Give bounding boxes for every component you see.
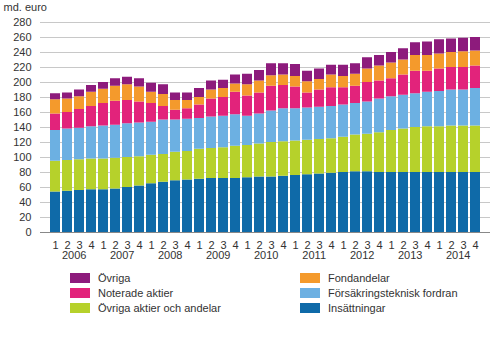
svg-text:3: 3 (316, 239, 323, 252)
svg-text:2: 2 (208, 239, 215, 252)
svg-text:2014: 2014 (446, 249, 470, 261)
svg-text:260: 260 (13, 31, 31, 43)
html-text:Försäkringsteknisk fordran: Försäkringsteknisk fordran (328, 287, 458, 299)
svg-text:2013: 2013 (398, 249, 422, 261)
html-text:Övriga: Övriga (98, 272, 131, 284)
svg-text:140: 140 (13, 121, 31, 133)
svg-text:1: 1 (340, 239, 346, 251)
svg-text:60: 60 (19, 181, 31, 193)
svg-text:2: 2 (256, 239, 263, 252)
svg-text:4: 4 (232, 239, 238, 251)
svg-text:3: 3 (412, 239, 419, 252)
svg-text:2010: 2010 (254, 249, 278, 261)
svg-text:40: 40 (19, 196, 31, 208)
svg-text:3: 3 (172, 239, 179, 252)
svg-text:4: 4 (472, 239, 478, 251)
svg-text:1: 1 (388, 239, 394, 251)
svg-text:1: 1 (244, 239, 250, 251)
svg-text:120: 120 (13, 136, 31, 148)
svg-text:1: 1 (436, 239, 442, 251)
svg-text:4: 4 (424, 239, 430, 251)
svg-text:3: 3 (76, 239, 83, 252)
svg-text:4: 4 (376, 239, 382, 251)
svg-text:280: 280 (13, 16, 31, 28)
svg-text:20: 20 (19, 211, 31, 223)
svg-text:1: 1 (100, 239, 106, 251)
svg-text:2: 2 (64, 239, 71, 252)
svg-text:2008: 2008 (158, 249, 182, 261)
svg-text:4: 4 (136, 239, 142, 251)
svg-text:0: 0 (25, 226, 31, 238)
svg-text:3: 3 (268, 239, 275, 252)
svg-text:220: 220 (13, 61, 31, 73)
svg-text:3: 3 (460, 239, 467, 252)
html-text:Övriga aktier och andelar: Övriga aktier och andelar (98, 302, 221, 314)
svg-text:1: 1 (196, 239, 202, 251)
svg-text:1: 1 (52, 239, 58, 251)
svg-text:1: 1 (292, 239, 298, 251)
svg-text:180: 180 (13, 91, 31, 103)
svg-text:4: 4 (184, 239, 190, 251)
svg-text:160: 160 (13, 106, 31, 118)
svg-text:4: 4 (328, 239, 334, 251)
svg-text:2012: 2012 (350, 249, 374, 261)
svg-text:100: 100 (13, 151, 31, 163)
svg-text:3: 3 (220, 239, 227, 252)
svg-text:2: 2 (112, 239, 119, 252)
svg-text:3: 3 (124, 239, 131, 252)
svg-text:2: 2 (400, 239, 407, 252)
svg-text:2: 2 (304, 239, 311, 252)
svg-text:4: 4 (280, 239, 286, 251)
svg-text:1: 1 (148, 239, 154, 251)
svg-text:2: 2 (160, 239, 167, 252)
html-text:Noterade aktier: Noterade aktier (98, 287, 174, 299)
svg-text:2007: 2007 (110, 249, 134, 261)
svg-text:3: 3 (364, 239, 371, 252)
svg-text:240: 240 (13, 46, 31, 58)
svg-text:2006: 2006 (62, 249, 86, 261)
svg-text:2: 2 (352, 239, 359, 252)
svg-text:md. euro: md. euro (4, 1, 47, 13)
svg-text:2: 2 (448, 239, 455, 252)
html-text:Fondandelar: Fondandelar (328, 272, 390, 284)
svg-text:2011: 2011 (302, 249, 326, 261)
svg-text:4: 4 (88, 239, 94, 251)
svg-text:2009: 2009 (206, 249, 230, 261)
svg-text:80: 80 (19, 166, 31, 178)
svg-text:200: 200 (13, 76, 31, 88)
html-text:Insättningar: Insättningar (328, 302, 386, 314)
